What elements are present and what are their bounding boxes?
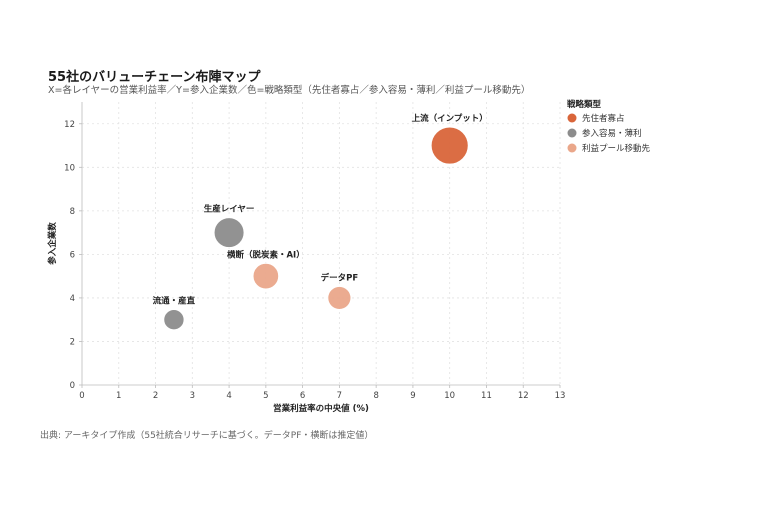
x-tick-label: 10 xyxy=(444,391,455,401)
bubble-point xyxy=(213,217,245,249)
legend-marker xyxy=(567,113,577,123)
grid xyxy=(82,102,561,385)
y-tick-label: 2 xyxy=(70,337,75,347)
x-tick-label: 0 xyxy=(79,391,84,401)
y-axis-label: 参入企業数 xyxy=(47,222,58,265)
bubble-label: 上流（インプット） xyxy=(412,113,488,124)
legend-marker xyxy=(567,143,577,153)
legend-label: 参入容易・薄利 xyxy=(582,128,642,139)
chart-subtitle: X=各レイヤーの営業利益率／Y=参入企業数／色=戦略類型（先住者寡占／参入容易・… xyxy=(48,85,531,96)
bubble-point xyxy=(430,126,469,165)
x-tick-label: 6 xyxy=(300,391,305,401)
x-tick-label: 1 xyxy=(116,391,121,401)
x-tick-label: 2 xyxy=(153,391,158,401)
bubble-label: 生産レイヤー xyxy=(204,204,255,215)
legend-marker xyxy=(567,128,577,138)
legend-title: 戦略類型 xyxy=(567,99,602,110)
y-tick-label: 8 xyxy=(70,207,75,217)
bubble-label: データPF xyxy=(321,272,359,283)
bubble-point xyxy=(327,285,352,311)
y-tick-label: 12 xyxy=(64,120,75,130)
y-tick-label: 10 xyxy=(64,163,75,173)
x-tick-label: 13 xyxy=(555,391,566,401)
x-tick-label: 11 xyxy=(481,391,492,401)
x-tick-label: 4 xyxy=(226,391,231,401)
x-tick-label: 3 xyxy=(190,391,195,401)
chart-title: 55社のバリューチェーン布陣マップ xyxy=(48,70,261,85)
bubble-label: 流通・産直 xyxy=(153,296,196,307)
x-axis-label: 営業利益率の中央値 (%) xyxy=(273,403,369,414)
x-tick-label: 12 xyxy=(518,391,529,401)
y-tick-label: 6 xyxy=(70,250,75,260)
bubble-point xyxy=(163,309,185,331)
legend-label: 先住者寡占 xyxy=(582,113,625,124)
bubble-label: 横断（脱炭素・AI） xyxy=(226,249,305,260)
x-tick-label: 8 xyxy=(373,391,378,401)
x-tick-label: 9 xyxy=(410,391,415,401)
x-tick-label: 5 xyxy=(263,391,268,401)
legend-label: 利益プール移動先 xyxy=(582,143,651,154)
source-note: 出典: アーキタイプ作成（55社統合リサーチに基づく。データPF・横断は推定値） xyxy=(40,431,374,441)
y-tick-label: 0 xyxy=(70,381,75,391)
y-tick-label: 4 xyxy=(70,294,75,304)
bubbles xyxy=(163,126,469,331)
bubble-point xyxy=(252,262,280,290)
x-tick-label: 7 xyxy=(337,391,342,401)
